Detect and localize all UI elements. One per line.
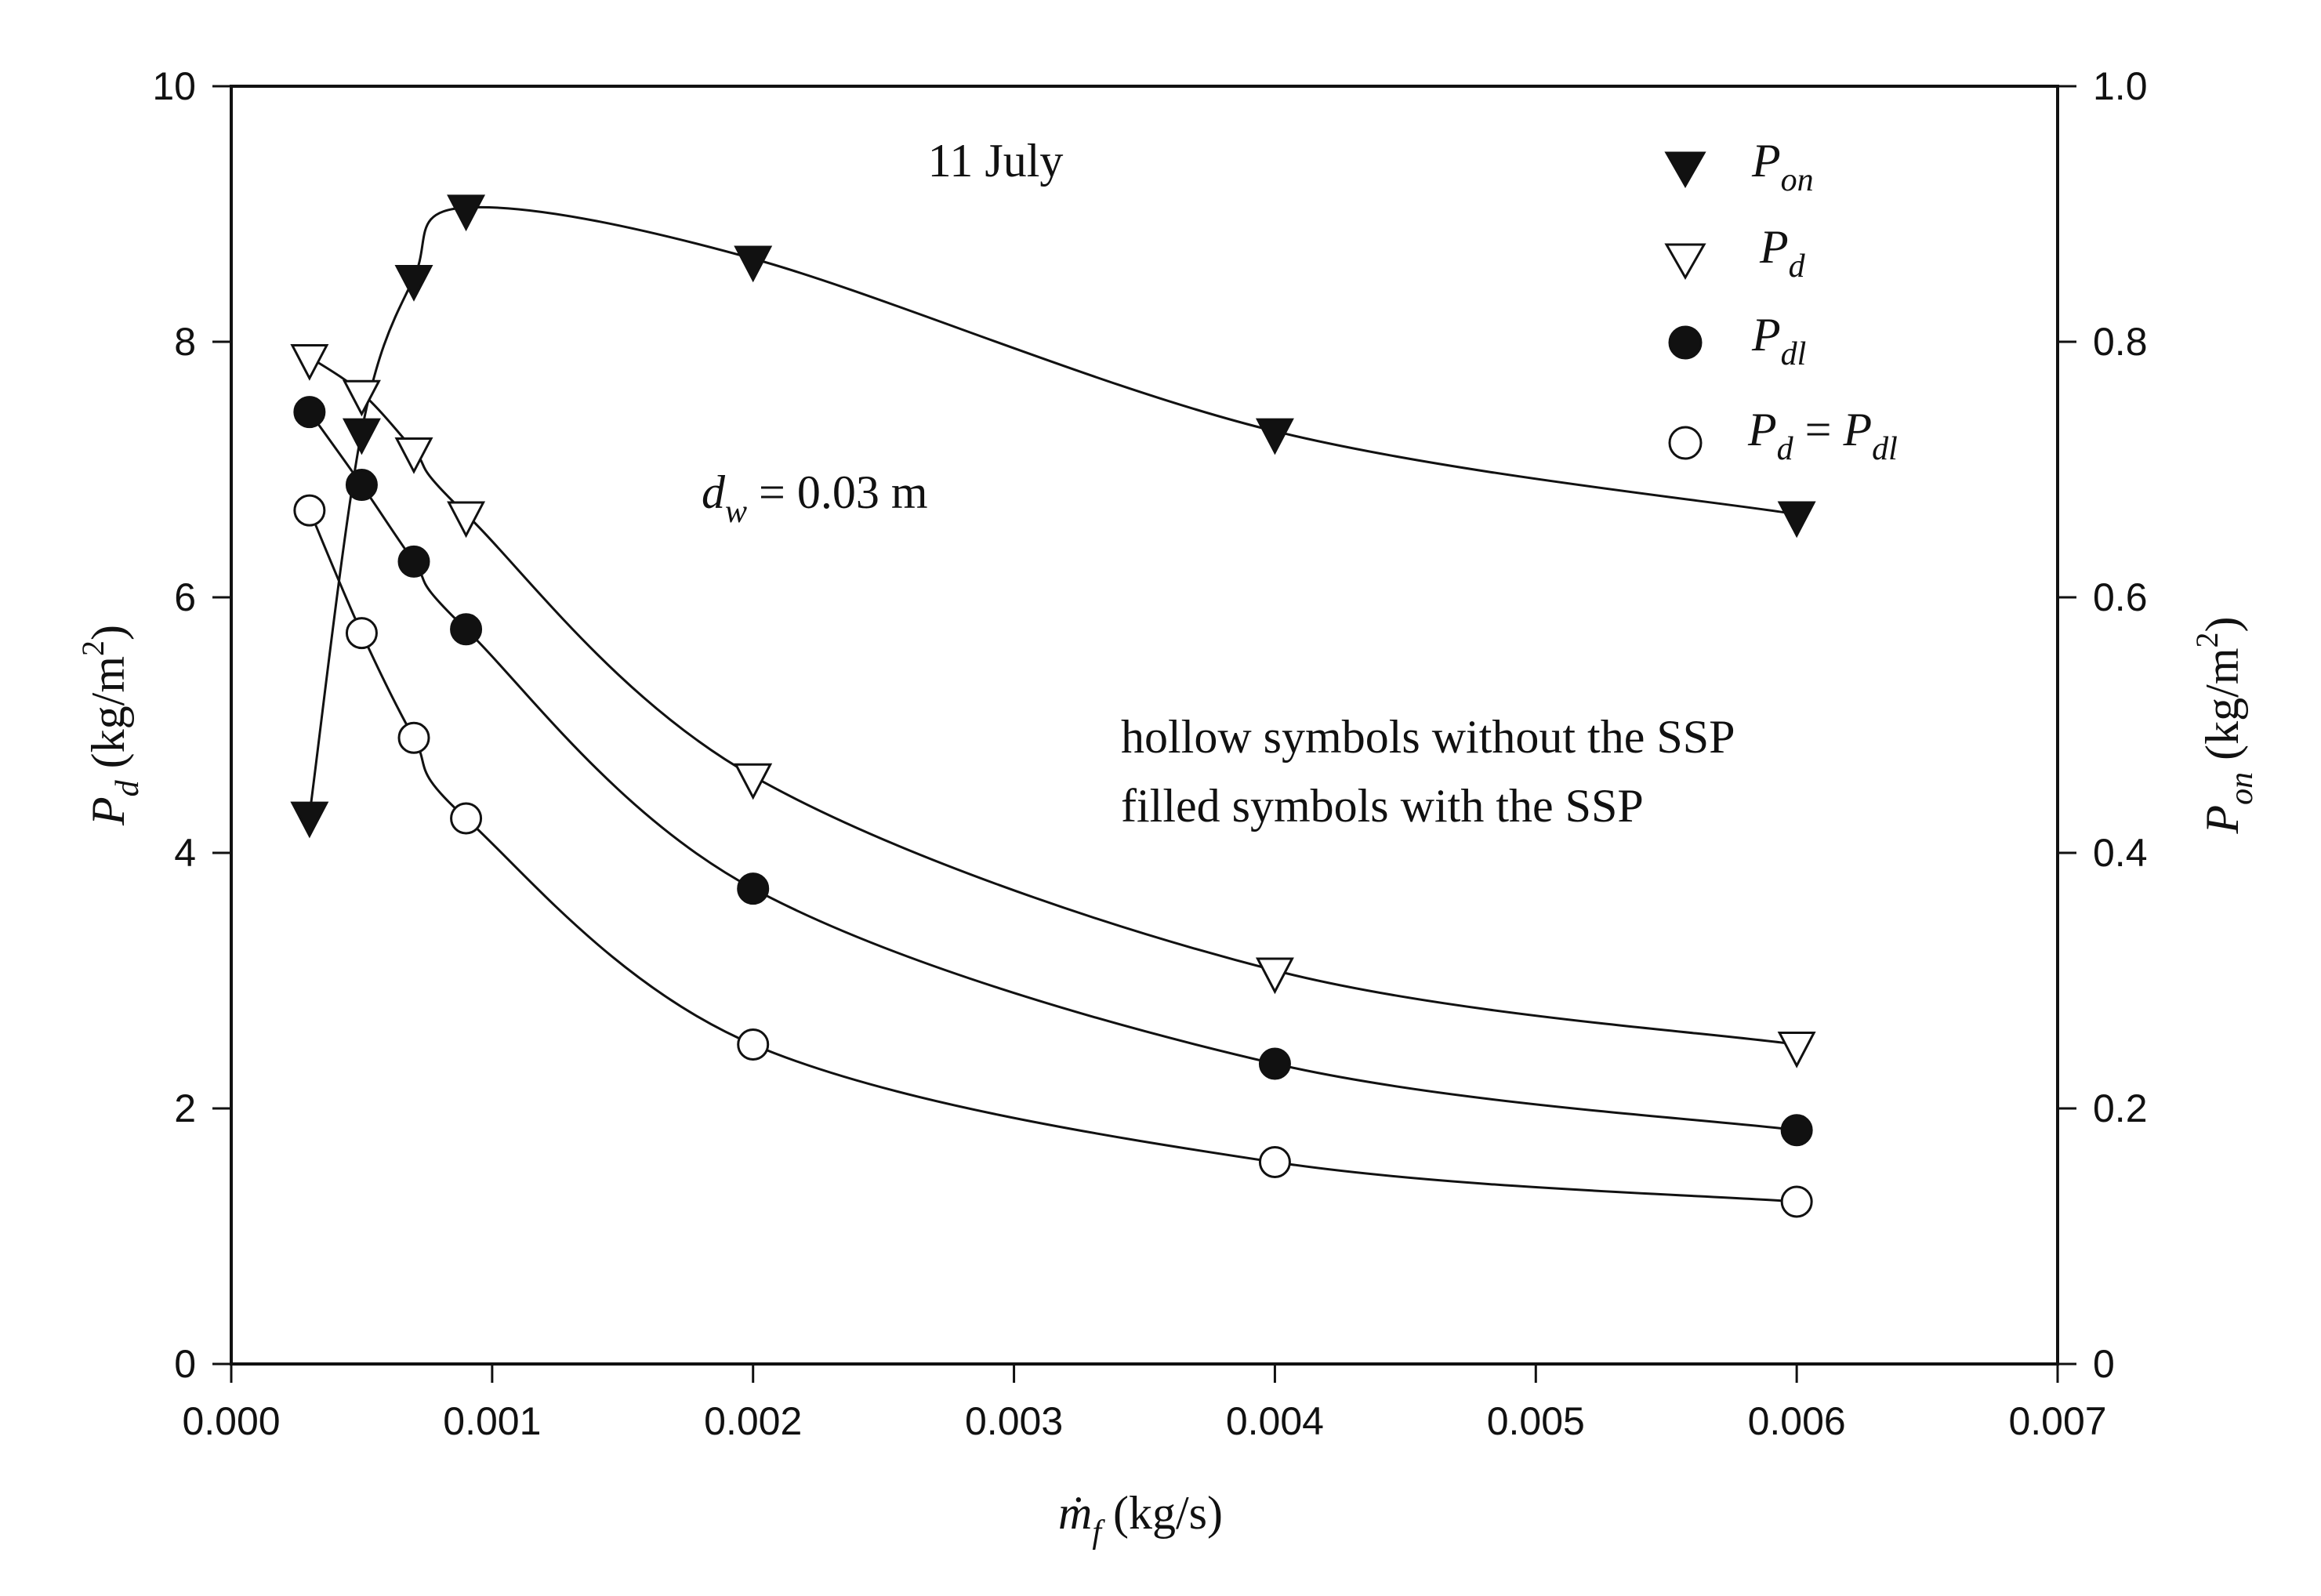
data-point-p-dl [345,469,378,502]
data-point-p-on [447,194,486,232]
data-point-p-d-p-dl [397,721,430,754]
data-point-p-dl [737,872,770,905]
x-tick-label: 0.001 [443,1399,541,1443]
y-right-tick-label: 0 [2093,1342,2115,1386]
data-point-p-dl [293,396,326,429]
data-point-p-dl [450,613,483,646]
data-point-p-d [1777,1032,1816,1068]
x-tick-label: 0.005 [1487,1399,1585,1443]
x-tick-label: 0.004 [1226,1399,1324,1443]
data-point-p-d [447,501,486,539]
x-axis-title: ṁf (kg/s) [1058,1487,1223,1551]
note-line-2: filled symbols with the SSP [1121,780,1644,832]
series-line-p-dl [308,411,1797,1132]
data-point-p-d-p-dl [293,494,326,527]
y-left-tick-label: 6 [174,575,196,619]
data-point-p-on [734,245,773,283]
y-left-tick-label: 2 [174,1086,196,1130]
legend: Pon Pd Pdl Pd = Pdl [1664,135,1898,467]
y-right-tick-label: 0.2 [2093,1086,2148,1130]
y-left-tick-label: 10 [152,64,196,108]
y-right-tick-label: 0.4 [2093,831,2148,875]
data-point-p-d [734,763,773,800]
x-tick-label: 0.003 [965,1399,1063,1443]
data-point-p-d [290,344,329,381]
y-left-tick-label: 0 [174,1342,196,1386]
y-axis-left-title: Pd (kg/m2) [75,625,146,826]
legend-label-p-d-eq-p-dl: Pd = Pdl [1747,404,1898,467]
legend-marker-p-d [1664,243,1706,281]
data-point-p-d [1255,957,1294,995]
note-line-1: hollow symbols without the SSP [1121,711,1735,763]
dw-annotation: dw = 0.03 m [702,466,928,530]
plot-frame [230,85,2059,1366]
y-left-tick-label: 8 [174,320,196,364]
legend-label-p-d: Pd [1759,221,1806,285]
x-tick-label: 0.000 [182,1399,280,1443]
series-curves [308,205,1797,1203]
data-point-p-on [1255,418,1294,455]
y-right-tick-label: 0.6 [2093,575,2148,619]
legend-marker-p-on [1664,151,1706,189]
data-point-p-d-p-dl [737,1028,770,1061]
data-point-p-on [394,265,433,302]
data-point-p-d-p-dl [1258,1145,1291,1178]
data-point-p-d-p-dl [345,617,378,650]
y-right-tick-label: 1.0 [2093,64,2148,108]
legend-marker-p-d-eq-p-dl [1668,426,1703,460]
data-point-p-dl [1780,1114,1813,1147]
series-line-p-d-p-dl [308,510,1797,1203]
data-point-p-d-p-dl [450,802,483,835]
legend-marker-p-dl [1668,325,1703,360]
series-line-p-d [309,356,1797,1046]
data-point-p-d-p-dl [1780,1185,1813,1218]
data-point-p-on [1777,501,1816,539]
data-point-p-d [394,437,433,474]
series-markers [290,194,1816,1218]
data-point-p-d [342,379,381,417]
date-annotation: 11 July [928,135,1064,187]
data-point-p-on [342,418,381,455]
legend-label-p-dl: Pdl [1751,309,1806,372]
x-tick-label: 0.002 [704,1399,802,1443]
legend-label-p-on: Pon [1751,135,1814,198]
y-right-tick-label: 0.8 [2093,320,2148,364]
data-point-p-on [290,801,329,839]
data-point-p-dl [1258,1047,1291,1080]
y-left-tick-label: 4 [174,831,196,875]
x-tick-label: 0.007 [2008,1399,2106,1443]
y-axis-right-title: Pon (kg/m2) [2189,617,2260,835]
data-point-p-dl [397,545,430,578]
axis-ticks: 0.000 0.001 0.002 0.003 0.004 0.005 0.006 0.007… [152,64,2147,1443]
x-tick-label: 0.006 [1748,1399,1846,1443]
